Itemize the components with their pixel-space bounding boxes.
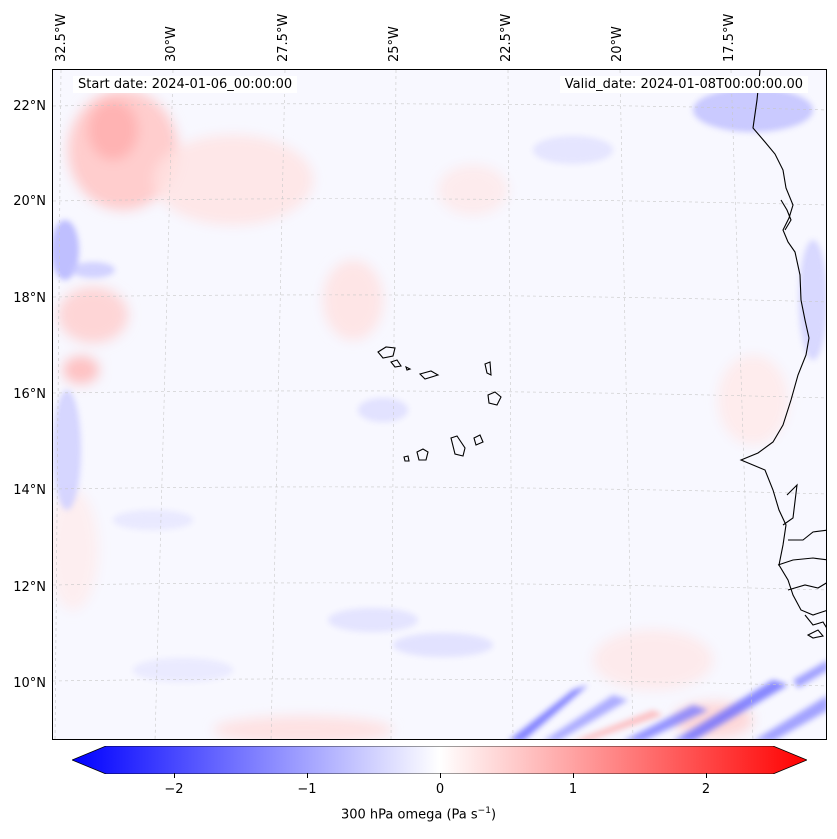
map-area[interactable] [52,69,827,740]
colorbar-gradient [70,745,809,775]
lon-label: 25°W [387,26,402,62]
colorbar-tick-label: −2 [164,782,184,797]
lat-label: 12°N [13,580,46,595]
colorbar-tick-mark [174,773,175,778]
lat-label: 20°N [13,194,46,209]
colorbar-tick-mark [573,773,574,778]
colorbar-tick-label: −1 [297,782,317,797]
colorbar-tick-mark [440,773,441,778]
lon-label: 27.5°W [276,13,291,62]
colorbar-tick-mark [706,773,707,778]
start-date-label: Start date: 2024-01-06_00:00:00 [73,76,298,93]
lon-label: 22.5°W [499,13,514,62]
colorbar-label: 300 hPa omega (Pa s−1) [0,806,837,822]
colorbar-tick-label: 0 [435,782,445,797]
colorbar-label-end: ) [490,807,497,823]
cape-verde-islands [377,346,502,462]
omega-field-map [53,70,826,739]
lat-label: 16°N [13,387,46,402]
coastline [739,70,826,639]
colorbar-label-text: 300 hPa omega (Pa s [340,807,478,823]
colorbar-label-exponent: −1 [477,806,491,816]
colorbar-tick-label: 1 [568,782,578,797]
lon-label: 20°W [610,26,625,62]
positive-omega-areas [53,90,788,739]
valid-date-label: Valid_date: 2024-01-08T00:00:00.00 [559,76,808,93]
lon-label: 17.5°W [722,13,737,62]
lon-label: 32.5°W [54,13,69,62]
southern-wave-bands [510,661,826,739]
lat-label: 14°N [13,483,46,498]
colorbar-tick-label: 2 [701,782,711,797]
lat-label: 10°N [13,676,46,691]
colorbar [70,745,809,775]
lat-label: 22°N [13,99,46,114]
graticule [53,70,826,739]
lat-label: 18°N [13,291,46,306]
lon-label: 30°W [164,26,179,62]
negative-omega-areas [53,88,826,682]
colorbar-tick-mark [307,773,308,778]
